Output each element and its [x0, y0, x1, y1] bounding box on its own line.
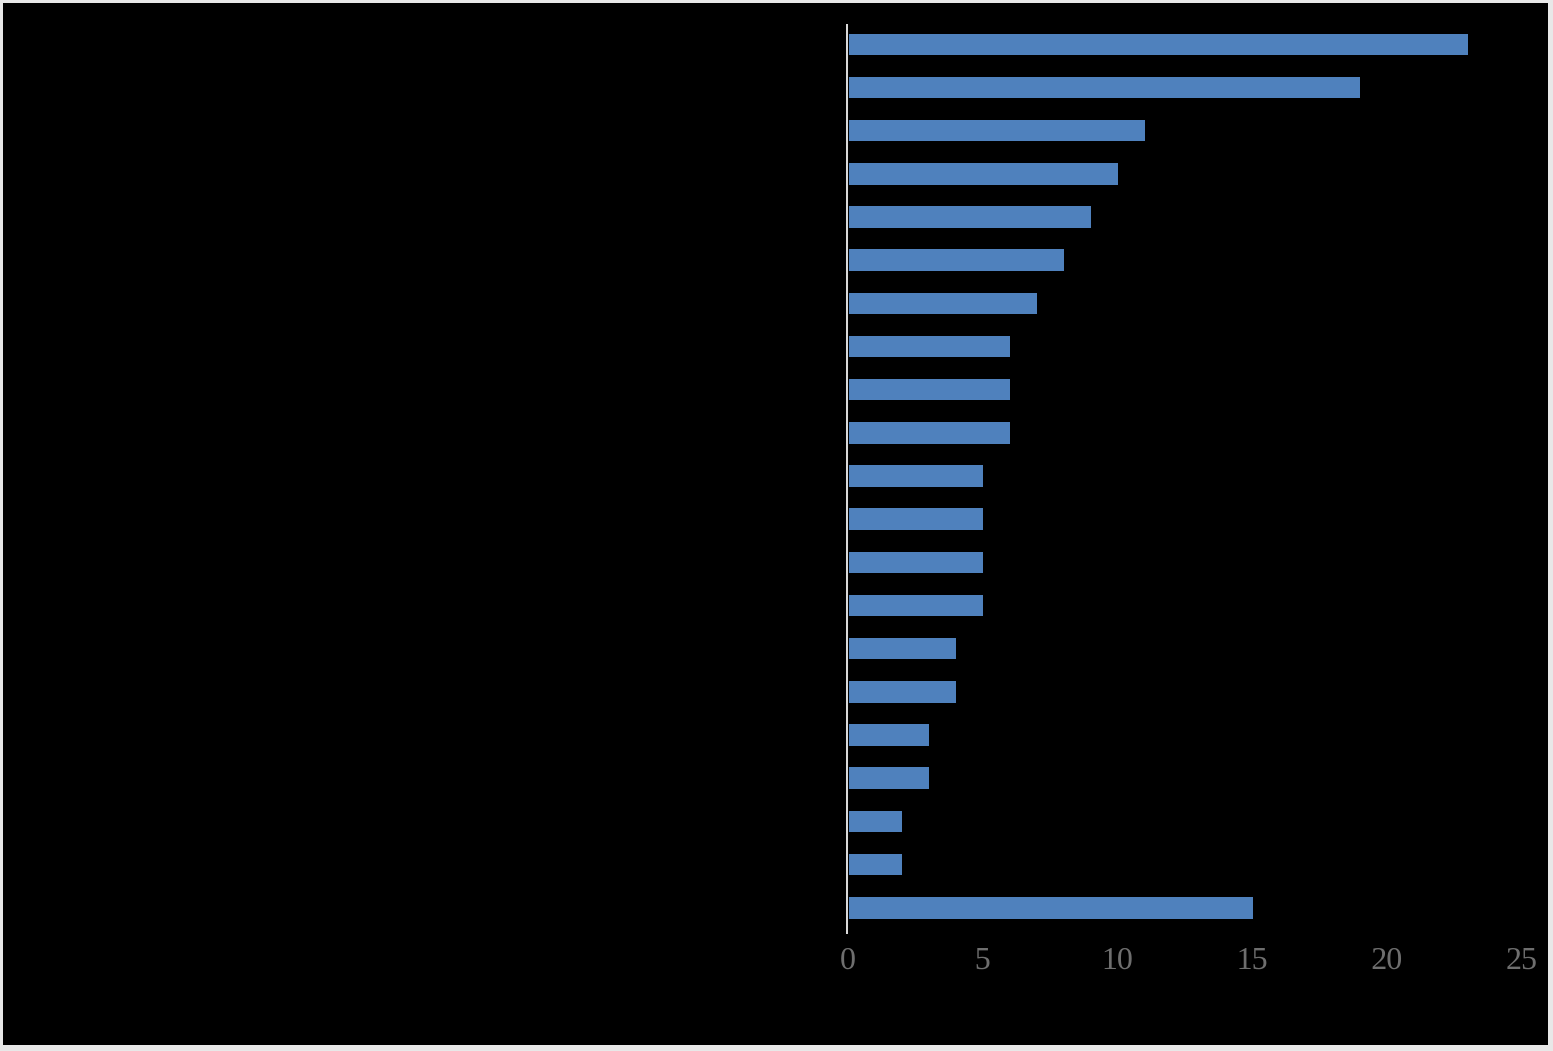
x-axis-tick-label: 25 [1506, 940, 1537, 976]
bar [848, 681, 957, 703]
x-axis-tick-label: 20 [1371, 940, 1402, 976]
bar [848, 76, 1361, 99]
bar [848, 119, 1145, 142]
bar [848, 853, 903, 876]
bar [848, 163, 1118, 185]
chart-image: 0 5 10 15 20 25 [3, 3, 1548, 1045]
bar [848, 206, 1091, 228]
bar [848, 422, 1011, 444]
bar [848, 508, 984, 530]
x-axis-tick-label: 10 [1101, 940, 1133, 976]
bar [848, 33, 1469, 55]
x-axis-tick-label: 15 [1236, 940, 1268, 976]
bar [848, 378, 1011, 401]
bar [848, 335, 1011, 358]
x-axis-tick-label: 0 [840, 940, 856, 976]
bar [848, 465, 984, 487]
y-axis-line [846, 24, 848, 934]
x-axis-tick-label: 5 [974, 940, 991, 976]
bar [848, 637, 957, 660]
bar [848, 724, 930, 746]
bar [848, 292, 1038, 315]
bar [848, 810, 903, 833]
bar [848, 249, 1065, 271]
bar [848, 897, 1253, 919]
bar [848, 594, 984, 617]
bar [848, 551, 984, 574]
bar [848, 767, 930, 789]
